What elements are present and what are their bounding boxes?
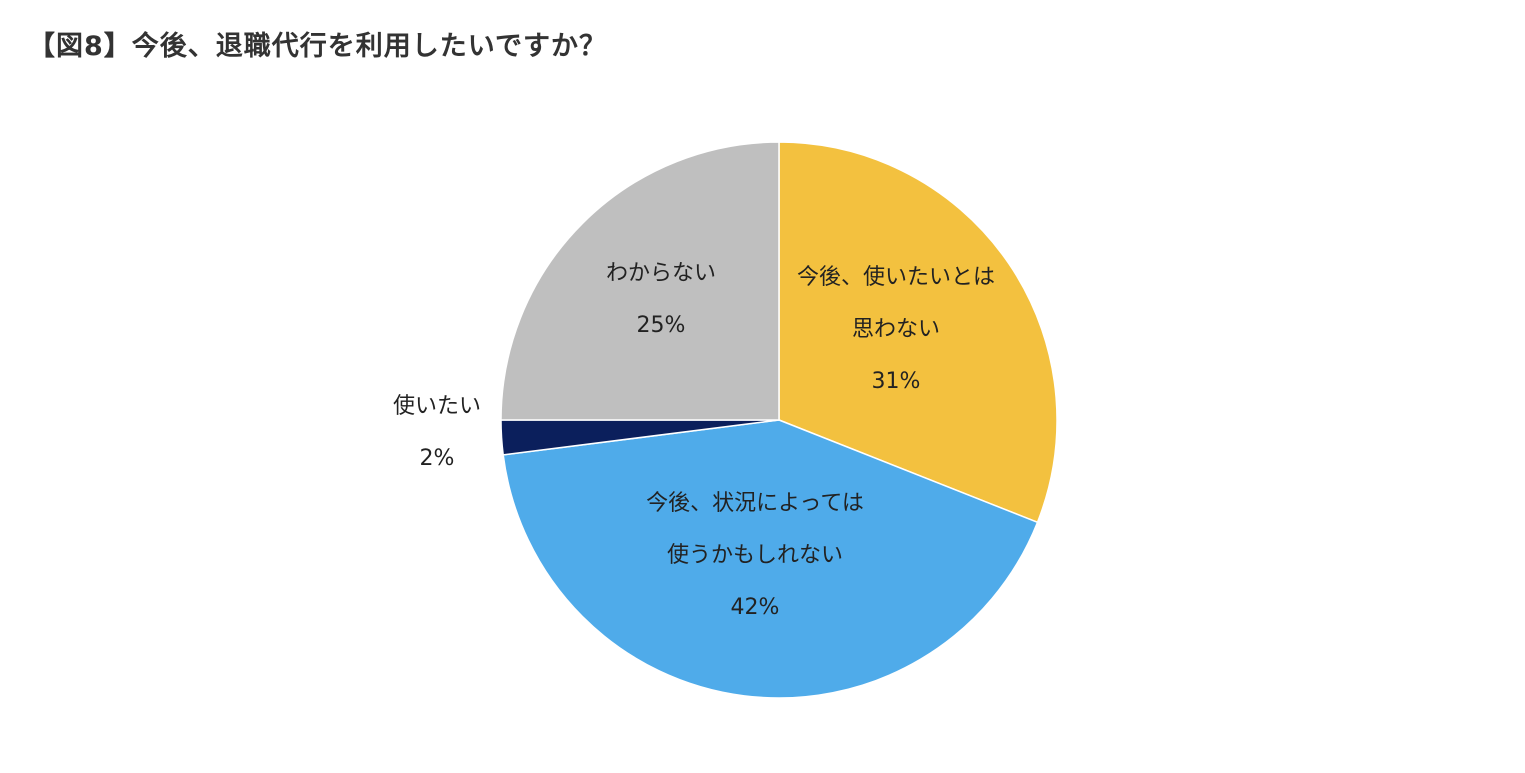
chart-title: 【図8】今後、退職代行を利用したいですか？	[28, 31, 607, 62]
pie-percent-label-unknown: 25%	[637, 313, 686, 338]
pie-slice-unknown	[500, 141, 780, 421]
pie-category-label-maybe: 今後、状況によっては	[646, 491, 864, 516]
pie-percent-label-not_want: 31%	[872, 369, 921, 394]
pie-category-label-not_want: 思わない	[852, 317, 940, 342]
pie-category-label-not_want: 今後、使いたいとは	[797, 265, 995, 290]
pie-percent-label-want: 2%	[420, 446, 455, 471]
pie-slice-not_want	[778, 141, 1058, 524]
pie-category-label-unknown: わからない	[606, 261, 716, 286]
pie-category-label-want: 使いたい	[393, 394, 481, 419]
pie-slices	[500, 141, 1058, 699]
pie-slice-maybe	[502, 419, 1039, 699]
pie-category-label-maybe: 使うかもしれない	[667, 543, 843, 568]
pie-percent-label-maybe: 42%	[731, 595, 780, 620]
